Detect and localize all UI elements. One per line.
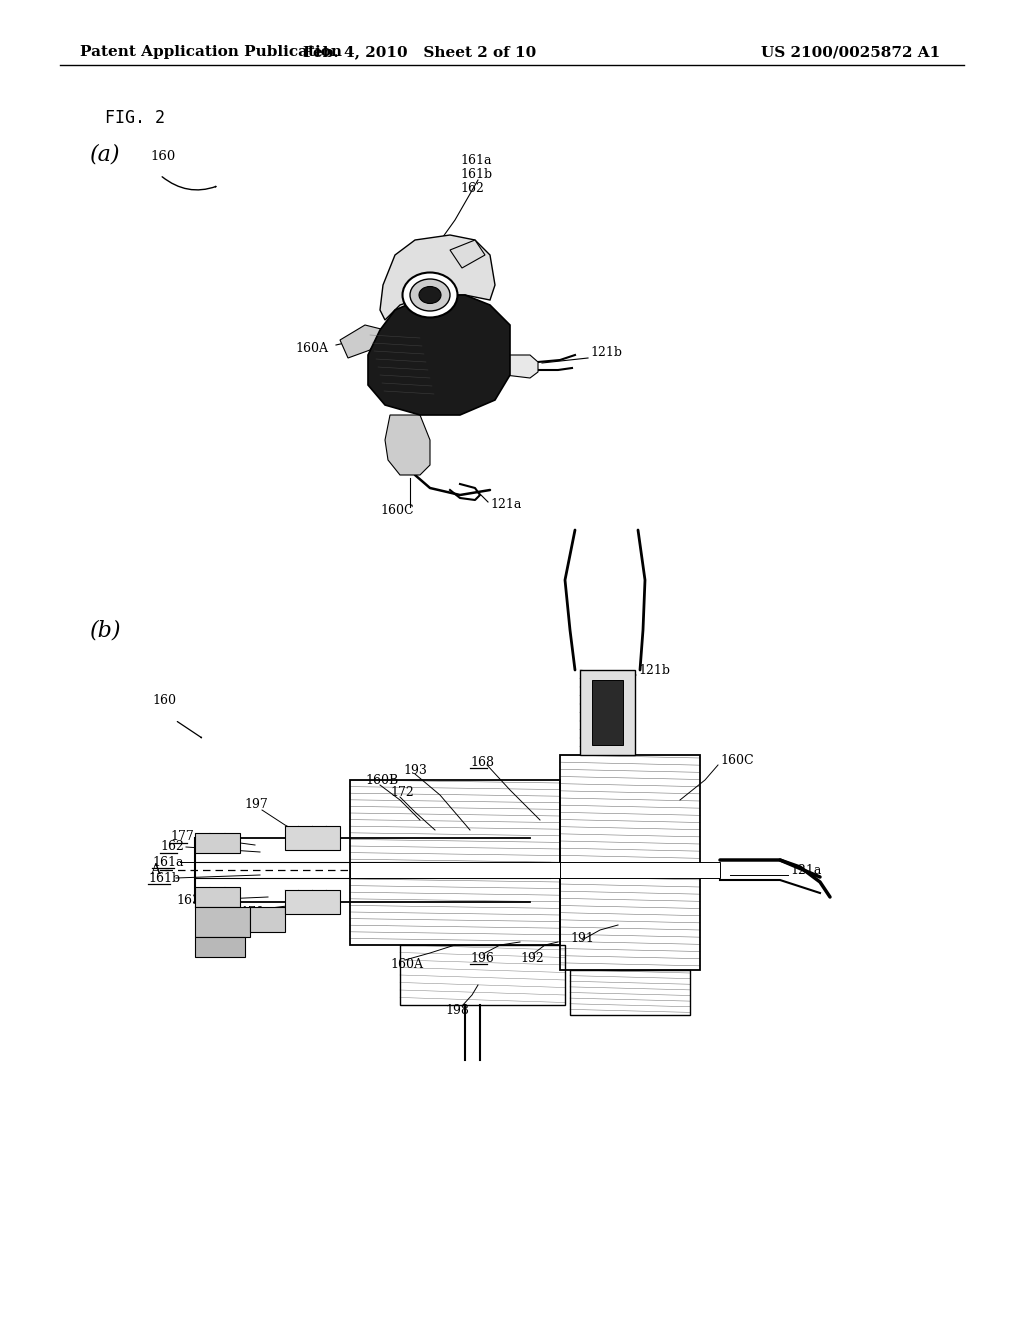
Text: 160A: 160A	[295, 342, 328, 355]
Text: (b): (b)	[90, 619, 122, 642]
Text: 193: 193	[403, 763, 427, 776]
Polygon shape	[380, 235, 495, 319]
Text: 160C: 160C	[720, 754, 754, 767]
Text: 172: 172	[390, 785, 414, 799]
Text: 161a: 161a	[152, 855, 183, 869]
Polygon shape	[592, 680, 623, 744]
Text: Patent Application Publication: Patent Application Publication	[80, 45, 342, 59]
Polygon shape	[285, 890, 340, 913]
Text: 160B: 160B	[365, 774, 398, 787]
Ellipse shape	[402, 272, 458, 318]
Text: 198: 198	[445, 1003, 469, 1016]
Ellipse shape	[410, 279, 450, 312]
Text: FIG. 2: FIG. 2	[105, 110, 165, 127]
Polygon shape	[350, 862, 560, 878]
Text: US 2100/0025872 A1: US 2100/0025872 A1	[761, 45, 940, 59]
Ellipse shape	[419, 286, 441, 304]
Text: 168: 168	[470, 755, 494, 768]
Polygon shape	[195, 887, 240, 907]
FancyArrowPatch shape	[177, 722, 202, 738]
Text: 121a: 121a	[790, 863, 821, 876]
Polygon shape	[285, 826, 340, 850]
Text: 177: 177	[170, 830, 194, 843]
Polygon shape	[560, 862, 720, 878]
Text: 160C: 160C	[380, 503, 414, 516]
Polygon shape	[450, 240, 485, 268]
Text: 161a: 161a	[460, 153, 492, 166]
Text: 161b: 161b	[460, 168, 493, 181]
Polygon shape	[385, 414, 430, 475]
Text: (a): (a)	[90, 144, 121, 166]
Text: 121b: 121b	[638, 664, 670, 676]
Polygon shape	[340, 325, 385, 358]
Text: A: A	[150, 863, 160, 876]
Text: 162: 162	[160, 841, 184, 854]
Text: 194: 194	[205, 907, 229, 920]
Text: 121a: 121a	[490, 499, 521, 511]
Text: 160A: 160A	[390, 958, 423, 972]
Text: 196: 196	[470, 952, 494, 965]
Polygon shape	[195, 937, 245, 957]
Text: Feb. 4, 2010   Sheet 2 of 10: Feb. 4, 2010 Sheet 2 of 10	[303, 45, 537, 59]
Text: 160: 160	[150, 150, 175, 164]
Text: 161b: 161b	[148, 871, 180, 884]
Text: 170: 170	[240, 907, 264, 920]
Polygon shape	[250, 907, 285, 932]
Polygon shape	[505, 355, 538, 378]
Text: 121b: 121b	[590, 346, 622, 359]
Polygon shape	[368, 294, 510, 414]
Text: 191: 191	[570, 932, 594, 945]
Text: 197: 197	[244, 799, 267, 812]
Text: 163: 163	[176, 894, 200, 907]
Text: 162: 162	[460, 181, 484, 194]
Polygon shape	[580, 671, 635, 755]
Polygon shape	[195, 833, 240, 853]
Text: 192: 192	[520, 952, 544, 965]
Text: 160: 160	[152, 693, 176, 706]
FancyArrowPatch shape	[162, 177, 216, 190]
Polygon shape	[195, 907, 250, 937]
